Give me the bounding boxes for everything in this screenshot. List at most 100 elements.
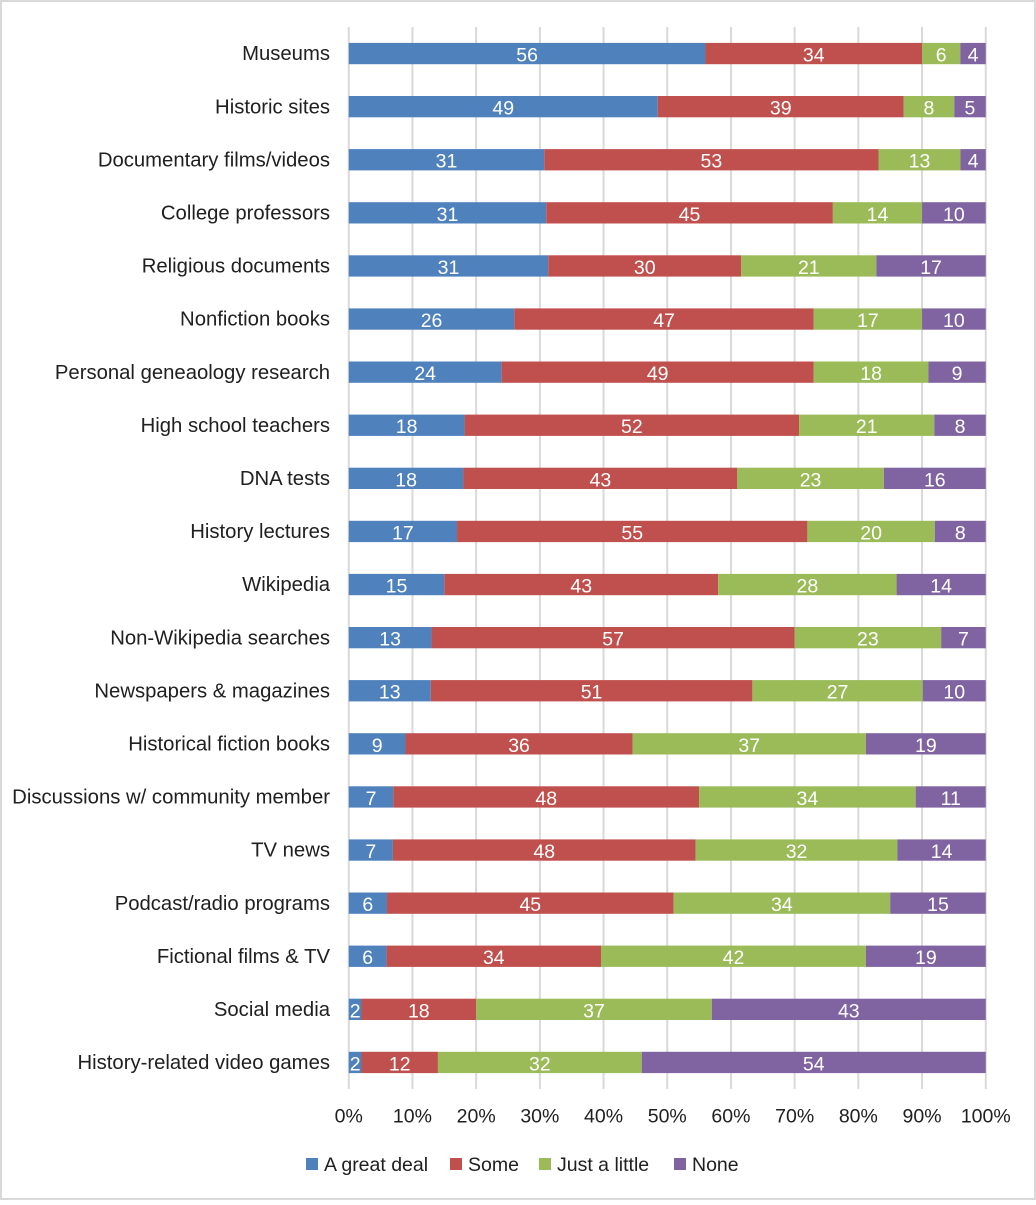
svg-text:2: 2 xyxy=(350,1000,361,1022)
svg-text:8: 8 xyxy=(924,98,935,120)
svg-text:27: 27 xyxy=(827,682,849,704)
svg-text:51: 51 xyxy=(581,682,603,704)
svg-text:High school teachers: High school teachers xyxy=(141,415,330,437)
svg-text:17: 17 xyxy=(920,257,942,279)
svg-text:49: 49 xyxy=(647,363,669,385)
svg-text:Discussions w/ community membe: Discussions w/ community member xyxy=(12,787,330,809)
svg-text:21: 21 xyxy=(856,416,878,438)
svg-text:14: 14 xyxy=(930,575,952,597)
svg-text:34: 34 xyxy=(803,44,825,66)
svg-text:Podcast/radio programs: Podcast/radio programs xyxy=(115,893,330,915)
svg-text:7: 7 xyxy=(365,841,376,863)
svg-text:57: 57 xyxy=(602,629,624,651)
svg-text:13: 13 xyxy=(379,682,401,704)
svg-text:19: 19 xyxy=(915,735,937,757)
svg-text:32: 32 xyxy=(529,1053,551,1075)
svg-text:4: 4 xyxy=(968,151,979,173)
svg-text:31: 31 xyxy=(437,204,459,226)
svg-text:Historical fiction books: Historical fiction books xyxy=(128,733,330,755)
svg-text:8: 8 xyxy=(955,416,966,438)
svg-text:14: 14 xyxy=(867,204,889,226)
svg-text:43: 43 xyxy=(570,575,592,597)
svg-text:17: 17 xyxy=(857,310,879,332)
svg-text:26: 26 xyxy=(421,310,443,332)
svg-text:23: 23 xyxy=(857,629,879,651)
svg-text:7: 7 xyxy=(366,788,377,810)
svg-text:43: 43 xyxy=(590,469,612,491)
svg-text:Wikipedia: Wikipedia xyxy=(242,574,331,596)
svg-text:40%: 40% xyxy=(584,1106,623,1128)
svg-text:55: 55 xyxy=(621,522,643,544)
svg-text:37: 37 xyxy=(583,1000,605,1022)
svg-text:History lectures: History lectures xyxy=(190,521,330,543)
svg-text:6: 6 xyxy=(936,44,947,66)
svg-text:60%: 60% xyxy=(711,1106,750,1128)
svg-text:5: 5 xyxy=(965,98,976,120)
svg-text:36: 36 xyxy=(508,735,530,757)
svg-text:32: 32 xyxy=(786,841,808,863)
svg-text:9: 9 xyxy=(372,735,383,757)
svg-text:Museums: Museums xyxy=(242,43,330,65)
svg-text:Social media: Social media xyxy=(214,999,331,1021)
svg-text:18: 18 xyxy=(395,469,417,491)
svg-text:18: 18 xyxy=(396,416,418,438)
svg-text:Personal geneaology research: Personal geneaology research xyxy=(55,362,330,384)
svg-text:A great deal: A great deal xyxy=(324,1154,428,1176)
svg-text:18: 18 xyxy=(860,363,882,385)
svg-text:47: 47 xyxy=(653,310,675,332)
svg-text:49: 49 xyxy=(492,98,514,120)
svg-text:6: 6 xyxy=(362,894,373,916)
svg-text:0%: 0% xyxy=(335,1106,363,1128)
svg-text:Newspapers & magazines: Newspapers & magazines xyxy=(94,680,330,702)
svg-text:17: 17 xyxy=(392,522,414,544)
svg-text:52: 52 xyxy=(621,416,643,438)
svg-text:18: 18 xyxy=(408,1000,430,1022)
svg-text:11: 11 xyxy=(941,788,961,810)
svg-text:23: 23 xyxy=(800,469,822,491)
svg-text:70%: 70% xyxy=(775,1106,814,1128)
svg-text:34: 34 xyxy=(483,947,505,969)
svg-text:Just a little: Just a little xyxy=(557,1154,649,1176)
svg-text:37: 37 xyxy=(738,735,760,757)
svg-text:7: 7 xyxy=(958,629,969,651)
svg-text:6: 6 xyxy=(362,947,373,969)
svg-text:TV news: TV news xyxy=(251,840,330,862)
svg-text:Non-Wikipedia searches: Non-Wikipedia searches xyxy=(110,627,330,649)
svg-text:10: 10 xyxy=(943,204,965,226)
svg-text:Nonfiction books: Nonfiction books xyxy=(180,309,330,331)
svg-text:16: 16 xyxy=(924,469,946,491)
svg-text:2: 2 xyxy=(350,1053,361,1075)
svg-text:30: 30 xyxy=(634,257,656,279)
svg-text:9: 9 xyxy=(952,363,963,385)
svg-text:10%: 10% xyxy=(393,1106,432,1128)
svg-text:50%: 50% xyxy=(648,1106,687,1128)
svg-text:80%: 80% xyxy=(839,1106,878,1128)
svg-text:53: 53 xyxy=(701,151,723,173)
svg-text:19: 19 xyxy=(915,947,937,969)
svg-text:13: 13 xyxy=(909,151,931,173)
svg-text:90%: 90% xyxy=(903,1106,942,1128)
svg-text:15: 15 xyxy=(927,894,949,916)
svg-text:56: 56 xyxy=(516,44,538,66)
svg-text:8: 8 xyxy=(955,522,966,544)
svg-text:15: 15 xyxy=(386,575,408,597)
svg-text:Some: Some xyxy=(468,1154,519,1176)
svg-text:Fictional films & TV: Fictional films & TV xyxy=(157,946,331,968)
svg-text:10: 10 xyxy=(943,682,965,704)
svg-text:None: None xyxy=(692,1154,739,1176)
svg-text:24: 24 xyxy=(414,363,436,385)
svg-text:100%: 100% xyxy=(961,1106,1011,1128)
svg-text:43: 43 xyxy=(838,1000,860,1022)
svg-text:45: 45 xyxy=(519,894,541,916)
svg-text:45: 45 xyxy=(679,204,701,226)
svg-text:34: 34 xyxy=(771,894,793,916)
svg-text:54: 54 xyxy=(803,1053,825,1075)
svg-text:39: 39 xyxy=(770,98,792,120)
svg-text:34: 34 xyxy=(797,788,819,810)
svg-text:42: 42 xyxy=(723,947,745,969)
svg-text:Historic sites: Historic sites xyxy=(215,96,330,118)
svg-text:Religious documents: Religious documents xyxy=(142,256,330,278)
svg-text:31: 31 xyxy=(438,257,460,279)
svg-text:20: 20 xyxy=(860,522,882,544)
svg-text:DNA tests: DNA tests xyxy=(240,468,330,490)
